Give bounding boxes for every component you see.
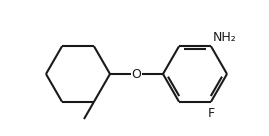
Text: NH₂: NH₂: [213, 31, 237, 44]
Text: F: F: [207, 107, 215, 120]
Text: O: O: [132, 67, 141, 81]
